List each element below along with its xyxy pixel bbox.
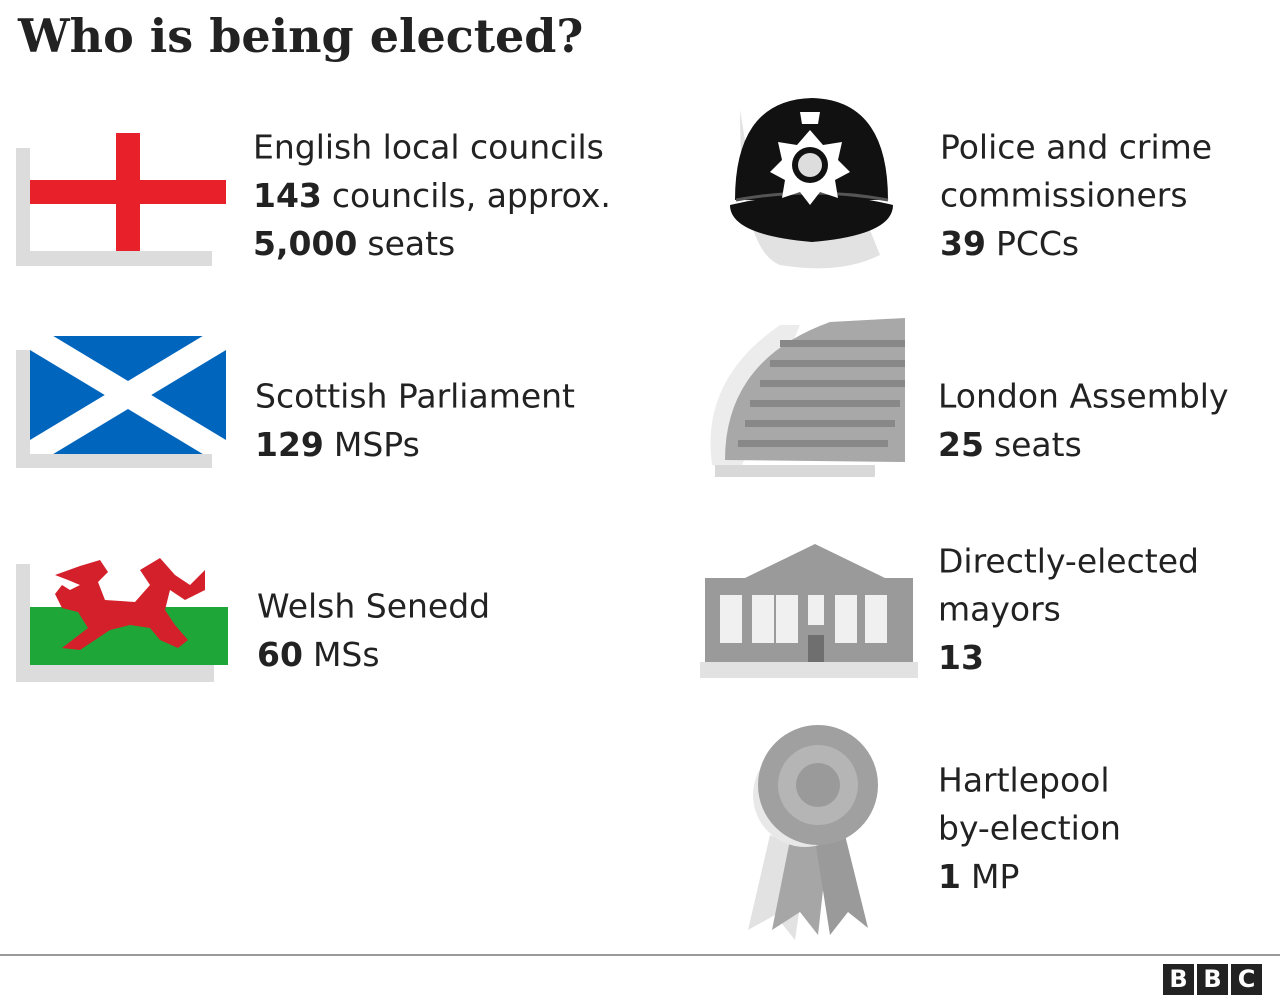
detail-number: 13 — [938, 638, 984, 677]
item-label: Hartlepool — [938, 761, 1110, 800]
logo-letter: C — [1238, 965, 1256, 993]
item-detail: 5,000 seats — [253, 224, 455, 263]
item-detail: 60 MSs — [257, 635, 380, 674]
logo-box — [1163, 964, 1194, 995]
england-flag — [16, 133, 226, 266]
detail-number: 143 — [253, 176, 322, 215]
item-label: mayors — [938, 590, 1061, 629]
item-detail: 143 councils, approx. — [253, 176, 611, 215]
detail-number: 5,000 — [253, 224, 357, 263]
logo-letter: B — [1169, 965, 1187, 993]
detail-text: seats — [994, 425, 1082, 464]
item-label: Welsh Senedd — [257, 587, 490, 626]
town-hall — [700, 544, 918, 678]
detail-number: 39 — [940, 224, 986, 263]
detail-number: 1 — [938, 857, 961, 896]
detail-number: 25 — [938, 425, 984, 464]
detail-text: MSs — [313, 635, 380, 674]
detail-text: councils, approx. — [332, 176, 611, 215]
detail-number: 129 — [255, 425, 324, 464]
city-hall — [710, 318, 905, 477]
detail-text: MSPs — [334, 425, 420, 464]
detail-number: 60 — [257, 635, 303, 674]
item-label: English local councils — [253, 128, 604, 167]
detail-text: PCCs — [996, 224, 1079, 263]
item-detail: 39 PCCs — [940, 224, 1079, 263]
item-detail: 1 MP — [938, 857, 1019, 896]
item-label: by-election — [938, 809, 1121, 848]
item-label: Scottish Parliament — [255, 377, 575, 416]
item: Welsh Senedd 60 MSs — [257, 587, 490, 674]
item-detail: 129 MSPs — [255, 425, 420, 464]
item: Hartlepool by-election 1 MP — [938, 761, 1121, 896]
item-label: commissioners — [940, 176, 1188, 215]
logo-box — [1231, 964, 1262, 995]
item: London Assembly 25 seats — [938, 377, 1229, 464]
item-label: Police and crime — [940, 128, 1212, 167]
wales-flag — [16, 549, 228, 682]
detail-text: MP — [971, 857, 1019, 896]
item-detail: 13 — [938, 638, 984, 677]
item-detail: 25 seats — [938, 425, 1082, 464]
item-label: London Assembly — [938, 377, 1229, 416]
item-label: Directly-elected — [938, 542, 1199, 581]
scotland-flag — [16, 336, 226, 468]
logo-letter: B — [1203, 965, 1221, 993]
item: Police and crime commissioners 39 PCCs — [940, 128, 1212, 263]
logo-box — [1197, 964, 1228, 995]
title: Who is being elected? — [17, 9, 583, 63]
item: Scottish Parliament 129 MSPs — [255, 377, 575, 464]
item: English local councils 143 councils, appro… — [253, 128, 611, 263]
police-helmet — [730, 98, 893, 269]
detail-text: seats — [367, 224, 455, 263]
item: Directly-elected mayors 13 — [938, 542, 1199, 677]
rosette — [748, 725, 878, 940]
